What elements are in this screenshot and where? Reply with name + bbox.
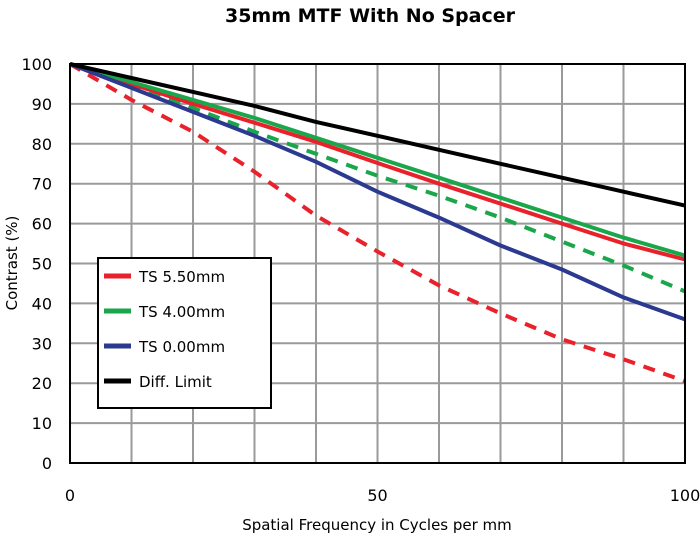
x-tick-label: 100 <box>670 486 700 505</box>
y-tick-label: 10 <box>32 414 52 433</box>
y-tick-label: 100 <box>21 55 52 74</box>
series-line-ts-4-00mm <box>69 62 686 258</box>
y-tick-label: 20 <box>32 374 52 393</box>
legend: TS 5.50mm TS 4.00mm TS 0.00mm Diff. Limit <box>97 257 272 409</box>
plot-frame <box>69 63 686 464</box>
x-tick-label: 0 <box>65 486 75 505</box>
y-tick-label: 40 <box>32 294 52 313</box>
series-line-ts-5-50mm <box>69 62 686 262</box>
y-tick-label: 80 <box>32 135 52 154</box>
legend-label: Diff. Limit <box>139 373 212 391</box>
x-axis-label: Spatial Frequency in Cycles per mm <box>242 516 512 534</box>
y-tick-label: 30 <box>32 334 52 353</box>
series-line-ts-4-00mm-dashed <box>69 62 686 294</box>
legend-label: TS 5.50mm <box>138 268 225 286</box>
legend-label: TS 4.00mm <box>138 303 225 321</box>
chart-title: 35mm MTF With No Spacer <box>225 5 516 27</box>
series-line-diff-limit <box>69 62 686 208</box>
y-tick-label: 60 <box>32 215 52 234</box>
y-tick-label: 50 <box>32 255 52 274</box>
series-line-ts-0-00mm <box>69 62 686 322</box>
x-tick-label: 50 <box>367 486 387 505</box>
tick-labels: 0 10 20 30 40 50 60 70 80 90 100 0 50 100 <box>21 55 700 505</box>
y-tick-label: 90 <box>32 95 52 114</box>
y-tick-label: 0 <box>42 454 52 473</box>
series-line-ts-5-50mm-dashed <box>68 62 686 384</box>
y-tick-label: 70 <box>32 175 52 194</box>
y-axis-label: Contrast (%) <box>3 216 21 311</box>
legend-label: TS 0.00mm <box>138 338 225 356</box>
series-layer <box>68 62 686 384</box>
